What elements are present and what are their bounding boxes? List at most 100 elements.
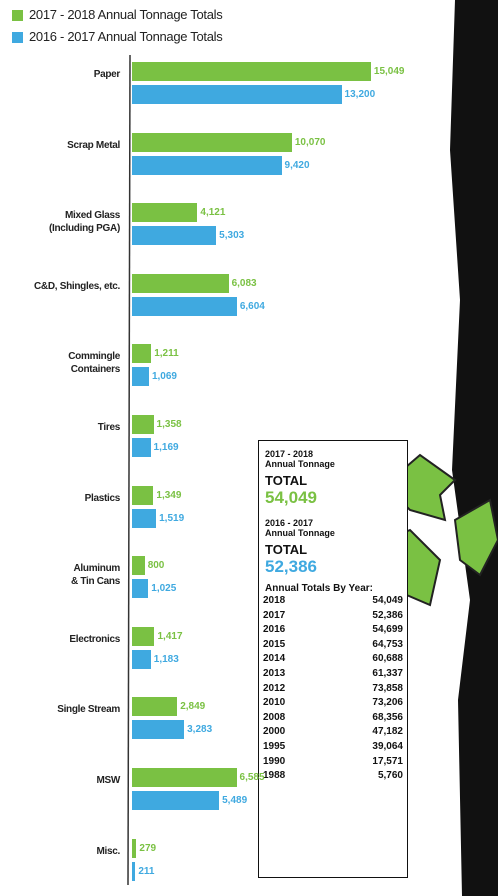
bar: [132, 697, 178, 717]
value-label: 1,519: [159, 512, 185, 524]
bar: [132, 485, 154, 505]
year: 2008: [263, 711, 286, 723]
bar: [132, 155, 282, 175]
period: 2016 - 2017: [265, 518, 314, 528]
year: 2014: [263, 653, 286, 665]
year-row: 2012 73,858: [259, 682, 407, 697]
total: 54,049: [265, 488, 317, 507]
legend-swatch: [12, 32, 23, 43]
totals-panel: 2017 - 2018 Annual Tonnage TOTAL 54,049 …: [258, 440, 408, 878]
year: 2013: [263, 667, 286, 679]
year-total: 5,760: [377, 770, 403, 782]
year-total: 68,356: [372, 711, 403, 723]
category-label: Mixed Glass (Including PGA): [48, 210, 120, 235]
bar: [132, 62, 371, 81]
year-total: 47,182: [372, 726, 403, 738]
bar: [132, 649, 151, 669]
year-total: 73,858: [372, 682, 403, 694]
category-label: Electronics: [69, 633, 120, 645]
year-row: 2014 60,688: [259, 652, 407, 667]
axis-line: [127, 54, 131, 886]
year-row: 1988 5,760: [259, 769, 407, 784]
year-total: 60,688: [372, 653, 403, 665]
value-label: 5,489: [222, 795, 248, 806]
heading: TOTAL: [265, 542, 308, 557]
value-label: 9,420: [284, 159, 310, 171]
total: 52,386: [265, 557, 317, 576]
bar: [132, 791, 220, 810]
year-row: 2013 61,337: [259, 667, 407, 682]
category-label: Scrap Metal: [67, 139, 120, 151]
category-label: Misc.: [96, 845, 120, 857]
year-row: 2000 47,182: [259, 725, 407, 740]
value-label: 6,604: [239, 300, 265, 312]
year-row: 2015 64,753: [259, 638, 407, 653]
value-label: 211: [138, 865, 155, 877]
year-total: 54,049: [372, 595, 403, 606]
by-year-title: Annual Totals By Year:: [265, 583, 373, 594]
year-total: 54,699: [372, 624, 403, 636]
year: 2016: [263, 624, 286, 636]
value-label: 1,417: [157, 630, 183, 642]
value-label: 3,283: [187, 724, 213, 736]
category-label: Commingle Containers: [68, 351, 120, 376]
year-total: 73,206: [372, 697, 403, 709]
value-label: 15,049: [373, 66, 405, 77]
year-total: 61,337: [372, 667, 403, 679]
year: 2012: [263, 682, 286, 694]
bar: [132, 438, 151, 457]
year: 2010: [263, 697, 286, 709]
year-total: 39,064: [372, 740, 403, 752]
bar: [132, 203, 198, 223]
bar: [132, 508, 157, 528]
year: 2018: [263, 595, 286, 606]
year-row: 2010 73,206: [259, 696, 407, 711]
year: 2000: [263, 726, 286, 738]
year-row: 1995 39,064: [259, 740, 407, 755]
value-label: 1,183: [153, 653, 179, 665]
category-label: Tires: [97, 422, 121, 433]
value-label: 279: [139, 842, 157, 854]
year-row: 2008 68,356: [259, 711, 407, 726]
year: 1988: [263, 770, 286, 782]
year: 1990: [263, 755, 286, 767]
value-label: 1,358: [156, 419, 182, 430]
period: 2017 - 2018: [265, 449, 314, 459]
bar: [132, 226, 217, 246]
value-label: 13,200: [344, 89, 376, 100]
value-label: 800: [147, 560, 165, 572]
value-label: 1,025: [151, 583, 177, 595]
value-label: 10,070: [294, 136, 326, 148]
label: Annual Tonnage: [265, 459, 335, 469]
category-label: Aluminum & Tin Cans: [70, 563, 120, 588]
value-label: 6,083: [231, 277, 257, 289]
value-label: 5,303: [219, 230, 245, 242]
year-list: 2018 54,049 2017 52,386 2016 54,699 2015 64,753…: [259, 594, 407, 784]
bar: [132, 367, 149, 387]
bar: [132, 579, 149, 599]
year-total: 52,386: [372, 609, 403, 621]
bar: [132, 296, 237, 316]
year-row: 2017 52,386: [259, 609, 407, 624]
legend-label: 2016 - 2017 Annual Tonnage Totals: [29, 29, 223, 44]
label: Annual Tonnage: [265, 528, 335, 538]
bar: [132, 838, 137, 858]
year-row: 2016 54,699: [259, 623, 407, 638]
value-label: 1,069: [151, 371, 177, 383]
year-row: 1990 17,571: [259, 755, 407, 770]
black-edge: [450, 0, 498, 896]
legend-swatch: [12, 10, 23, 21]
year-total: 17,571: [372, 755, 403, 767]
value-label: 4,121: [200, 207, 226, 219]
legend-label: 2017 - 2018 Annual Tonnage Totals: [29, 7, 223, 22]
year-row: 2018 54,049: [259, 594, 407, 609]
value-label: 1,349: [156, 489, 182, 501]
bar: [132, 556, 145, 576]
category-label: Plastics: [84, 492, 121, 504]
bar: [132, 720, 185, 740]
year: 1995: [263, 740, 286, 752]
bar: [132, 344, 152, 364]
year-total: 64,753: [372, 638, 403, 650]
category-label: C&D, Shingles, etc.: [34, 280, 120, 292]
value-label: 2,849: [180, 701, 206, 713]
